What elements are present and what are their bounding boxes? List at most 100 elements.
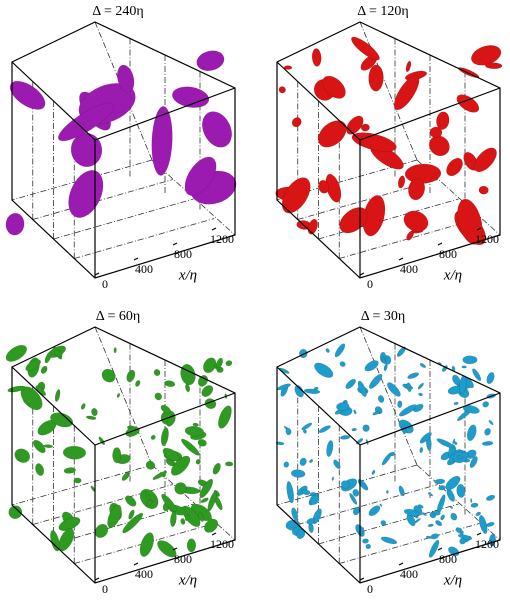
isosurface-blob [5, 212, 25, 236]
isosurface-blob [430, 533, 440, 540]
isosurface-blob [195, 458, 201, 465]
isosurface-blob [417, 382, 424, 390]
isosurface-blob [352, 488, 360, 497]
isosurface-blob [365, 543, 372, 550]
isosurface-blob [113, 347, 117, 354]
isosurface-blob [180, 518, 186, 525]
isosurface-blob [326, 440, 334, 457]
isosurface-blob [184, 426, 204, 437]
isosurface-blob [346, 115, 364, 135]
isosurface-blob [481, 441, 494, 446]
tick-label: 800 [174, 247, 192, 261]
isosurface-blob [207, 491, 217, 512]
tick-label: 1200 [475, 537, 499, 551]
isosurface-blob [306, 518, 316, 525]
grid-line [339, 523, 480, 564]
axis-label: x/η [443, 572, 462, 588]
tick-mark [398, 257, 404, 261]
tick-label: 400 [135, 262, 153, 276]
isosurface-blob [427, 492, 434, 497]
isosurface-blob [126, 369, 136, 383]
cube-edge [276, 61, 361, 141]
isosurface-blob [107, 504, 122, 529]
hidden-edge [94, 326, 153, 466]
isosurface-blob [352, 506, 360, 516]
grid-line [74, 218, 215, 259]
isosurface-blob [40, 365, 48, 374]
isosurface-blob [334, 343, 346, 358]
isosurface-blob [469, 456, 478, 469]
panel-title: Δ = 120η [357, 4, 408, 19]
isosurface-blob [312, 508, 322, 525]
isosurface-blob [440, 514, 445, 521]
isosurface-blob [357, 380, 367, 398]
tick-mark [437, 547, 443, 551]
isosurface-blob [360, 123, 370, 132]
isosurface-blob [145, 499, 153, 507]
isosurface-blob [405, 60, 412, 73]
isosurface-blob [353, 409, 357, 415]
isosurface-blob [341, 480, 350, 490]
isosurface-blob [283, 65, 293, 70]
axis-label: x/η [178, 572, 197, 588]
cube-outline [11, 326, 236, 584]
grid-line [339, 218, 480, 259]
isosurface-blob [16, 454, 21, 461]
isosurface-blob [170, 455, 191, 476]
isosurface-blob [117, 64, 135, 93]
isosurface-blob [453, 401, 459, 406]
isosurface-blob [301, 422, 313, 431]
isosurface-blob [333, 459, 341, 470]
tick-label: 400 [400, 262, 418, 276]
isosurface-blob [112, 447, 122, 464]
isosurface-blob [418, 392, 423, 397]
isosurface-blob [475, 511, 482, 517]
isosurface-blob [488, 420, 494, 426]
isosurface-blob [125, 495, 137, 507]
isosurface-blob [368, 64, 384, 92]
hidden-edge [359, 326, 418, 466]
isosurface-blob [94, 523, 109, 538]
isosurface-blob [417, 504, 424, 509]
isosurface-blob [407, 372, 420, 379]
tick-mark [437, 242, 443, 246]
isosurface-blob [390, 451, 396, 457]
isosurface-blob [421, 512, 427, 516]
isosurface-blob [186, 538, 197, 553]
isosurface-blob [299, 457, 307, 466]
panel: Δ = 60η 0 400 800 1200 x/η [5, 309, 236, 596]
isosurface-blob [198, 512, 205, 522]
isosurface-blob [452, 374, 461, 386]
isosurface-blob [428, 135, 450, 157]
isosurface-blob [428, 539, 440, 558]
isosurface-blob [398, 485, 405, 497]
tick-label: 0 [102, 582, 108, 596]
isosurface-blob [192, 422, 199, 427]
tick-mark [211, 227, 217, 231]
isosurface-blob [434, 478, 446, 485]
tick-mark [172, 547, 178, 551]
isosurface-blob [101, 368, 116, 383]
isosurface-blob [63, 467, 76, 474]
tick-label: 0 [102, 277, 108, 291]
isosurface-blob [473, 147, 497, 173]
isosurface-blob [224, 461, 234, 467]
isosurface-blob [128, 509, 135, 520]
isosurface-blob [380, 520, 387, 526]
isosurface-blob [349, 493, 358, 505]
isosurface-blob [456, 455, 463, 460]
isosurface-blob [216, 357, 224, 369]
isosurface-blob [291, 117, 302, 128]
isosurface-blob [383, 363, 388, 372]
isosurface-blob [152, 470, 168, 480]
grid-line [32, 179, 173, 220]
isosurface-blob [397, 175, 406, 189]
isosurface-blob [449, 505, 453, 509]
panel-title: Δ = 240η [92, 4, 143, 19]
isosurface-blob [181, 438, 200, 456]
isosurface-blob [43, 444, 54, 449]
isosurface-blob [351, 427, 357, 432]
isosurface-blob [372, 410, 380, 416]
isosurface-blob [322, 75, 346, 99]
